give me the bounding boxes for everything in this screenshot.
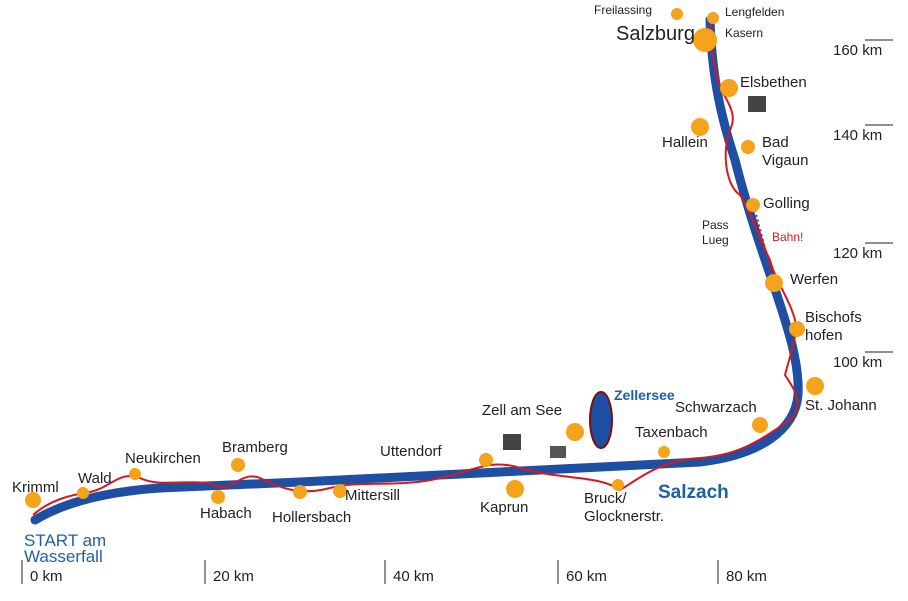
place-dot xyxy=(293,485,307,499)
distance-label: 140 km xyxy=(833,127,882,144)
place-dot xyxy=(671,8,683,20)
place-label-line: Habach xyxy=(200,505,252,522)
place-dot xyxy=(765,274,783,292)
place-dot xyxy=(658,446,670,458)
place-label-line: Werfen xyxy=(790,271,838,288)
place-label: Wald xyxy=(78,470,112,487)
place-label: Freilassing xyxy=(594,3,652,17)
start-label: START am Wasserfall xyxy=(24,531,106,566)
place-label-line: Glocknerstr. xyxy=(584,508,664,525)
distance-label: 80 km xyxy=(726,568,767,585)
place-label: Kasern xyxy=(725,26,763,40)
place-label: Mittersill xyxy=(345,487,400,504)
place-dot xyxy=(77,487,89,499)
rail xyxy=(754,209,773,276)
place-label-line: Freilassing xyxy=(594,3,652,17)
place-label-line: Hollersbach xyxy=(272,509,351,526)
place-label: Hollersbach xyxy=(272,509,351,526)
place-label-line: Lengfelden xyxy=(725,5,784,19)
place-label: Bramberg xyxy=(222,439,288,456)
place-label: Schwarzach xyxy=(675,399,757,416)
route xyxy=(32,17,799,516)
place-label-line: Pass xyxy=(702,218,729,232)
river xyxy=(30,15,803,525)
place-label-line: St. Johann xyxy=(805,397,877,414)
place-label-line: Zell am See xyxy=(482,402,562,419)
place-dot xyxy=(231,458,245,472)
place-label-line: Lueg xyxy=(702,233,729,247)
distance-label: 0 km xyxy=(30,568,63,585)
place-label-line: Hallein xyxy=(662,134,708,151)
place-label-line: Bischofs xyxy=(805,309,862,326)
place-dot xyxy=(741,140,755,154)
distance-label: 120 km xyxy=(833,245,882,262)
place-label-line: Bruck/ xyxy=(584,490,627,507)
place-label: Lengfelden xyxy=(725,5,784,19)
icon xyxy=(748,96,766,112)
place-label: Elsbethen xyxy=(740,74,807,91)
icon xyxy=(550,446,566,458)
place-label-line: Elsbethen xyxy=(740,74,807,91)
distance-label: 20 km xyxy=(213,568,254,585)
place-dot xyxy=(707,12,719,24)
place-dot xyxy=(506,480,524,498)
place-label: Bad Vigaun xyxy=(762,134,808,169)
place-dot xyxy=(789,321,805,337)
river-label: Salzach xyxy=(658,482,729,503)
place-dot xyxy=(479,453,493,467)
distance-label: 100 km xyxy=(833,354,882,371)
place-label-line: Vigaun xyxy=(762,152,808,169)
place-label-line: Salzburg xyxy=(616,23,695,45)
place-label-line: Taxenbach xyxy=(635,424,708,441)
place-dot xyxy=(693,28,717,52)
note: Bahn! xyxy=(772,230,803,244)
place-label-line: Kaprun xyxy=(480,499,528,516)
place-label-line: Golling xyxy=(763,195,810,212)
place-label-line: Schwarzach xyxy=(675,399,757,416)
place-label: Neukirchen xyxy=(125,450,201,467)
place-label: Taxenbach xyxy=(635,424,708,441)
place-label: Bruck/Glocknerstr. xyxy=(584,490,664,525)
place-label-line: Bad xyxy=(762,134,789,151)
place-label: St. Johann xyxy=(805,397,877,414)
place-label: Uttendorf xyxy=(380,443,443,460)
place-dot xyxy=(806,377,824,395)
lake-label: Zellersee xyxy=(614,387,675,403)
place-dot xyxy=(211,490,225,504)
place-label-line: hofen xyxy=(805,327,843,344)
place-label-line: Kasern xyxy=(725,26,763,40)
place-label: Pass Lueg xyxy=(702,218,729,247)
place-label-line: Krimml xyxy=(12,479,59,496)
distance-label: 160 km xyxy=(833,42,882,59)
place-label: Golling xyxy=(763,195,810,212)
place-dot xyxy=(720,79,738,97)
place-label-line: Uttendorf xyxy=(380,443,443,460)
place-label-line: Bramberg xyxy=(222,439,288,456)
place-label: Habach xyxy=(200,505,252,522)
place-label: Bischofs hofen xyxy=(805,309,862,344)
icon xyxy=(503,434,521,450)
place-dot xyxy=(333,484,347,498)
place-label: Zell am See xyxy=(482,402,562,419)
place-label: Kaprun xyxy=(480,499,528,516)
distance-label: 40 km xyxy=(393,568,434,585)
place-dot xyxy=(752,417,768,433)
place-dot xyxy=(129,468,141,480)
place-dot xyxy=(746,198,760,212)
place-dot xyxy=(691,118,709,136)
place-label-line: Wald xyxy=(78,470,112,487)
distance-label: 60 km xyxy=(566,568,607,585)
place-label: Krimml xyxy=(12,479,59,496)
place-label: Hallein xyxy=(662,134,708,151)
place-label: Werfen xyxy=(790,271,838,288)
place-dot xyxy=(612,479,624,491)
place-label: Salzburg xyxy=(616,23,695,45)
place-label-line: Mittersill xyxy=(345,487,400,504)
place-dot xyxy=(566,423,584,441)
lake xyxy=(589,391,613,449)
place-dot xyxy=(25,492,41,508)
place-label-line: Neukirchen xyxy=(125,450,201,467)
